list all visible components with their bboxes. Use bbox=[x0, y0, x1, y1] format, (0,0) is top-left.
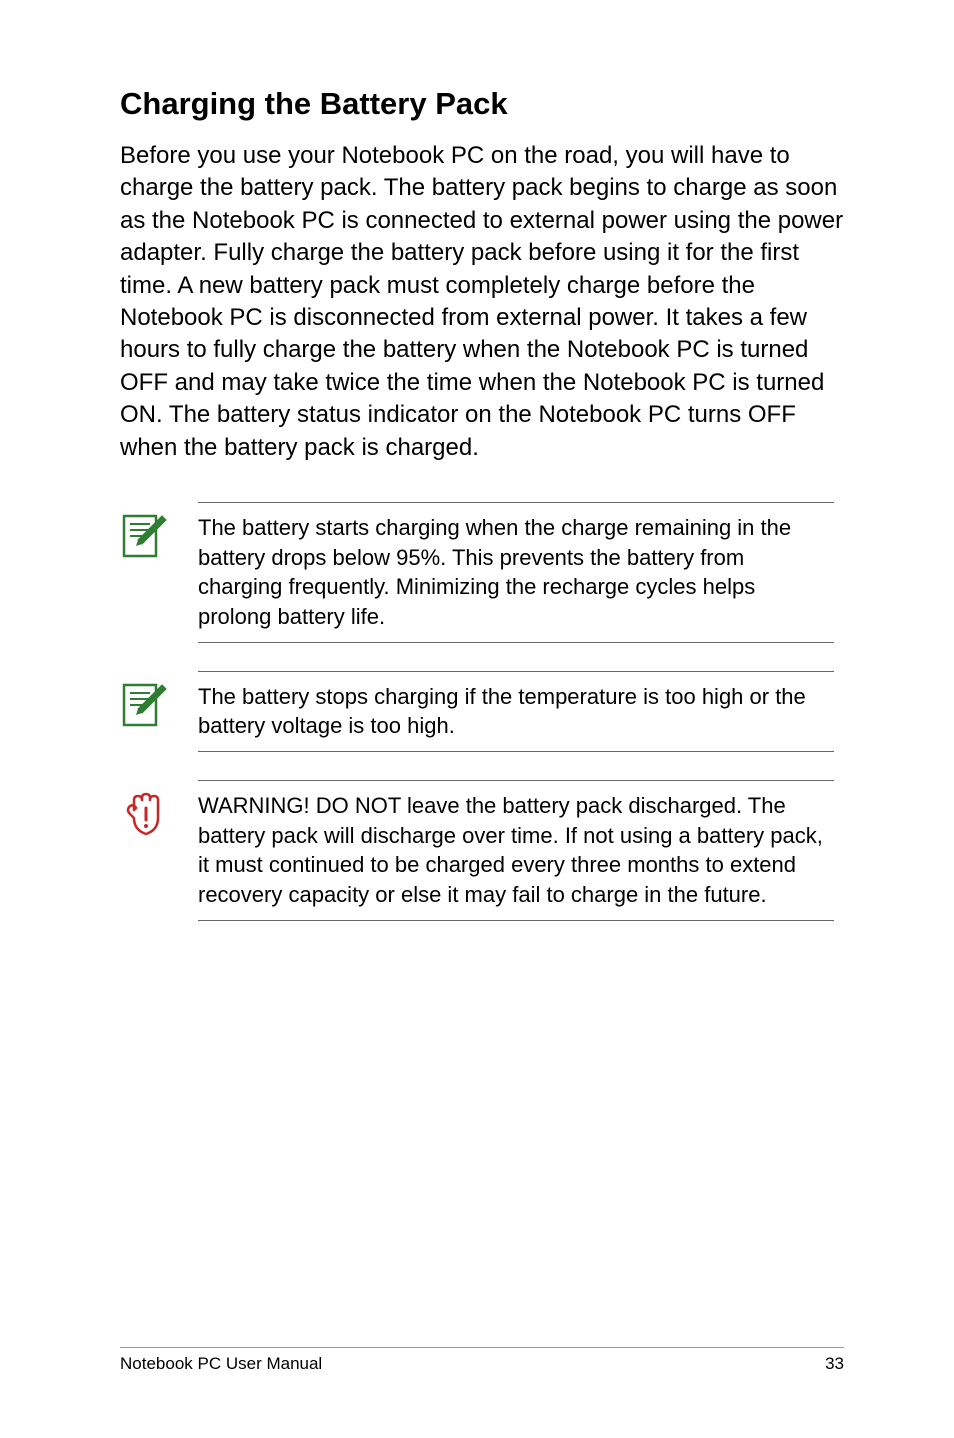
note-page-icon bbox=[120, 512, 168, 560]
warning-content: WARNING! DO NOT leave the battery pack d… bbox=[198, 780, 834, 921]
section-heading: Charging the Battery Pack bbox=[120, 86, 844, 122]
note-content-2: The battery stops charging if the temper… bbox=[198, 671, 834, 752]
body-paragraph: Before you use your Notebook PC on the r… bbox=[120, 140, 844, 464]
note-page-icon bbox=[120, 681, 168, 729]
note-block-1: The battery starts charging when the cha… bbox=[120, 502, 844, 643]
warning-block: WARNING! DO NOT leave the battery pack d… bbox=[120, 780, 844, 921]
note-content-1: The battery starts charging when the cha… bbox=[198, 502, 834, 643]
note-text-2: The battery stops charging if the temper… bbox=[198, 682, 834, 741]
note-text-1: The battery starts charging when the cha… bbox=[198, 513, 834, 632]
page-number: 33 bbox=[825, 1354, 844, 1374]
footer-title: Notebook PC User Manual bbox=[120, 1354, 322, 1374]
page-footer: Notebook PC User Manual 33 bbox=[120, 1347, 844, 1374]
warning-hand-icon bbox=[120, 790, 168, 838]
warning-text: WARNING! DO NOT leave the battery pack d… bbox=[198, 791, 834, 910]
note-block-2: The battery stops charging if the temper… bbox=[120, 671, 844, 752]
